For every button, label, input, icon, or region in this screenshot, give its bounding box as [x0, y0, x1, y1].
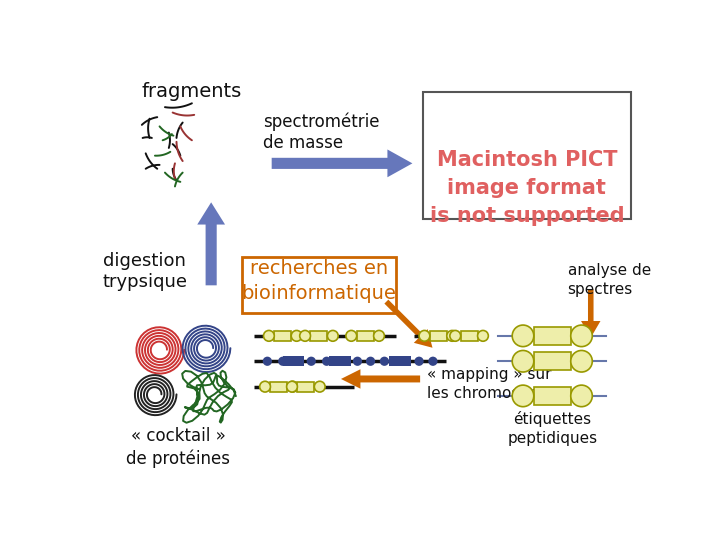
Bar [461, 331, 477, 341]
Circle shape [315, 381, 325, 392]
Circle shape [307, 356, 316, 366]
Text: analyse de
spectres: analyse de spectres [567, 264, 651, 297]
Circle shape [415, 356, 423, 366]
Text: fragments: fragments [142, 82, 242, 101]
Circle shape [379, 356, 389, 366]
Bar [274, 331, 291, 341]
Circle shape [571, 325, 593, 347]
Circle shape [263, 356, 272, 366]
Bar [389, 356, 410, 366]
Circle shape [346, 330, 356, 341]
Circle shape [374, 330, 384, 341]
Bar [329, 356, 351, 366]
Circle shape [428, 356, 438, 366]
FancyArrowPatch shape [341, 369, 420, 389]
Circle shape [287, 381, 298, 392]
Text: digestion: digestion [102, 252, 186, 270]
Circle shape [287, 381, 297, 392]
Circle shape [264, 330, 274, 341]
Text: spectrométrie
de masse: spectrométrie de masse [263, 112, 379, 152]
FancyArrowPatch shape [197, 202, 225, 285]
Circle shape [366, 356, 375, 366]
Circle shape [512, 350, 534, 372]
Circle shape [571, 350, 593, 372]
Bar [242, 257, 396, 313]
Circle shape [291, 330, 302, 341]
Circle shape [450, 330, 461, 341]
Circle shape [322, 356, 331, 366]
Circle shape [260, 381, 271, 392]
Circle shape [447, 330, 457, 341]
FancyArrowPatch shape [271, 150, 413, 177]
Circle shape [278, 356, 287, 366]
Bar [534, 352, 571, 370]
Circle shape [512, 385, 534, 407]
Circle shape [328, 330, 338, 341]
Bar [356, 331, 374, 341]
Circle shape [419, 330, 430, 341]
Text: Macintosh PICT
image format
is not supported: Macintosh PICT image format is not suppo… [430, 150, 624, 226]
Circle shape [300, 330, 310, 341]
Circle shape [512, 325, 534, 347]
Bar [310, 331, 328, 341]
FancyArrowPatch shape [581, 289, 600, 338]
Text: étiquettes
peptidiques: étiquettes peptidiques [507, 411, 598, 446]
Circle shape [477, 330, 488, 341]
Circle shape [571, 385, 593, 407]
Bar [283, 356, 305, 366]
Bar [430, 331, 447, 341]
Text: « cocktail »
de protéines: « cocktail » de protéines [126, 427, 230, 468]
Bar [423, 92, 631, 219]
Bar [271, 382, 287, 392]
Text: « mapping » sur
les chromosomes: « mapping » sur les chromosomes [427, 367, 561, 401]
Bar [297, 382, 315, 392]
FancyArrowPatch shape [384, 300, 433, 348]
Text: recherches en
bioinformatique: recherches en bioinformatique [241, 259, 397, 303]
Circle shape [353, 356, 362, 366]
Text: trypsique: trypsique [102, 273, 188, 291]
Bar [534, 327, 571, 345]
Bar [534, 387, 571, 405]
